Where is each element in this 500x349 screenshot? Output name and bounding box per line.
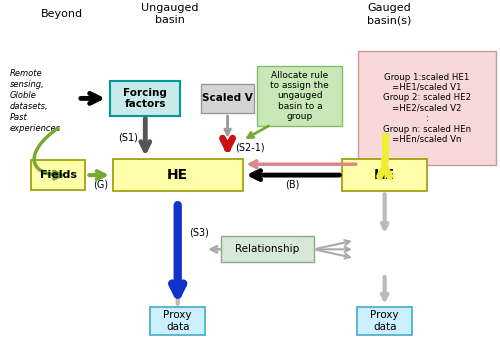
Text: Forcing
factors: Forcing factors: [124, 88, 167, 109]
Text: (S2-1): (S2-1): [235, 143, 265, 153]
Text: Gauged
basin(s): Gauged basin(s): [368, 3, 412, 25]
Text: Proxy
data: Proxy data: [164, 310, 192, 332]
FancyBboxPatch shape: [202, 83, 254, 113]
Text: Proxy
data: Proxy data: [370, 310, 399, 332]
FancyBboxPatch shape: [342, 159, 427, 191]
Text: Group 1:scaled HE1
=HE1/scaled V1
Group 2: scaled HE2
=HE2/scaled V2
:
Group n: : Group 1:scaled HE1 =HE1/scaled V1 Group …: [383, 73, 471, 144]
FancyBboxPatch shape: [358, 51, 496, 165]
Text: (S3): (S3): [189, 227, 209, 237]
Text: Relationship: Relationship: [236, 244, 300, 254]
FancyArrowPatch shape: [34, 128, 62, 179]
Text: Scaled V: Scaled V: [202, 94, 253, 103]
Text: Allocate rule
to assign the
ungauged
basin to a
group: Allocate rule to assign the ungauged bas…: [270, 70, 329, 121]
Text: (S1): (S1): [118, 133, 138, 143]
FancyBboxPatch shape: [222, 237, 314, 262]
Text: (B): (B): [285, 180, 300, 190]
Text: Remote
sensing,
Globle
datasets,
Past
experiences: Remote sensing, Globle datasets, Past ex…: [10, 69, 60, 133]
Text: Ungauged
basin: Ungauged basin: [142, 3, 199, 25]
Text: HE: HE: [167, 168, 188, 182]
Text: Fields: Fields: [40, 170, 76, 180]
FancyBboxPatch shape: [113, 159, 242, 191]
Text: Beyond: Beyond: [40, 9, 82, 19]
Text: HE: HE: [374, 168, 395, 182]
FancyBboxPatch shape: [150, 307, 205, 335]
FancyBboxPatch shape: [357, 307, 412, 335]
Text: (G): (G): [93, 180, 108, 190]
FancyBboxPatch shape: [110, 81, 180, 116]
FancyBboxPatch shape: [30, 160, 86, 190]
FancyBboxPatch shape: [258, 66, 342, 126]
